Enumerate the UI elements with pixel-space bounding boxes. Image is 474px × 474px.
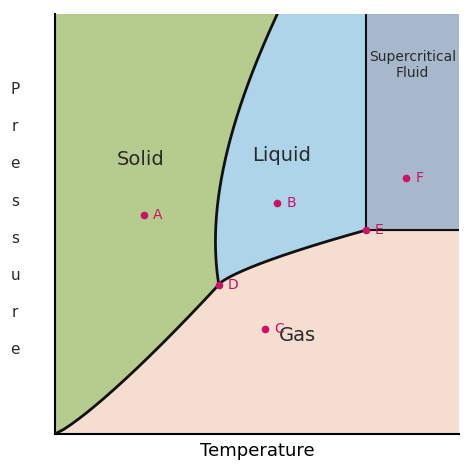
Text: Liquid: Liquid: [252, 146, 311, 165]
Text: r: r: [12, 119, 18, 134]
Text: B: B: [286, 196, 296, 210]
Text: E: E: [375, 223, 383, 237]
X-axis label: Temperature: Temperature: [200, 442, 314, 460]
Text: u: u: [10, 268, 20, 283]
Polygon shape: [55, 14, 277, 434]
Text: P: P: [10, 82, 20, 97]
Text: Solid: Solid: [116, 150, 164, 169]
Polygon shape: [216, 14, 366, 285]
Text: A: A: [153, 209, 163, 222]
Text: D: D: [228, 278, 238, 292]
Text: r: r: [12, 305, 18, 320]
Text: e: e: [10, 342, 20, 357]
Text: e: e: [10, 156, 20, 171]
Text: C: C: [274, 322, 284, 336]
Text: s: s: [11, 231, 19, 246]
Text: Supercritical
Fluid: Supercritical Fluid: [369, 50, 456, 80]
Polygon shape: [55, 230, 459, 434]
Text: Gas: Gas: [279, 327, 316, 346]
Text: s: s: [11, 193, 19, 209]
Text: F: F: [415, 171, 423, 185]
Polygon shape: [366, 14, 459, 230]
